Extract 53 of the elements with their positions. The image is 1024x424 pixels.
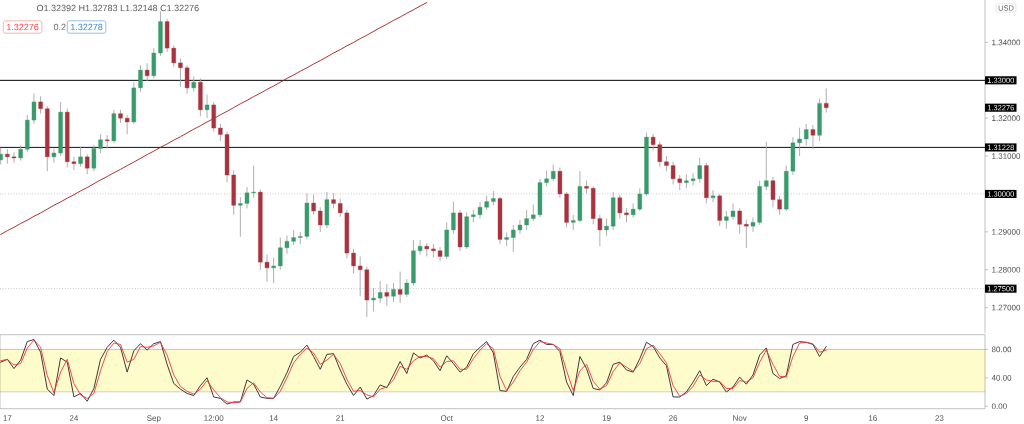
candlestick — [451, 201, 456, 235]
candlestick — [85, 153, 90, 175]
candlestick — [211, 101, 216, 132]
annotation: 0.2 — [53, 23, 66, 31]
x-tick-label: 9 — [804, 415, 809, 421]
candlestick — [318, 206, 323, 233]
y-tick-label: 1.28000 — [992, 266, 1021, 273]
x-tick-label: 24 — [69, 415, 79, 421]
candlestick — [804, 123, 809, 146]
candlestick — [377, 280, 383, 304]
y-tick-label: 1.31000 — [992, 153, 1021, 159]
x-tick-label: 14 — [269, 415, 278, 421]
y-tick-label: 1.27000 — [992, 304, 1021, 311]
x-tick-label: 21 — [336, 415, 345, 421]
annotation: 1.32278 — [71, 23, 103, 31]
candlestick — [311, 194, 316, 216]
candlestick — [138, 64, 143, 93]
x-tick-label: 12:00 — [204, 415, 224, 421]
candlestick — [144, 62, 150, 82]
annotation: 1.32276 — [7, 23, 39, 31]
x-tick-label: 19 — [602, 415, 611, 421]
y-tick-label: 1.29000 — [992, 229, 1021, 235]
candlestick — [737, 207, 742, 235]
annotation: O1.32392 H1.32783 L1.32148 C1.32276 — [36, 4, 199, 12]
x-tick-label: Nov — [733, 415, 747, 421]
x-tick-label: 23 — [935, 415, 944, 421]
candlestick — [744, 219, 749, 249]
x-tick-label: 26 — [669, 415, 678, 421]
y-tick-label: 80.00 — [991, 346, 1012, 353]
y-tick-label: 40.00 — [991, 374, 1012, 381]
candlestick — [124, 114, 130, 135]
candlestick — [371, 287, 376, 312]
y-tick-label: 1.34000 — [992, 39, 1021, 46]
candlestick — [204, 94, 210, 119]
candlestick — [384, 283, 389, 307]
x-tick-label: 17 — [3, 415, 12, 421]
x-tick-label: 16 — [868, 415, 877, 421]
candlestick — [151, 47, 156, 79]
x-tick-label: 12 — [536, 415, 544, 421]
candlestick — [105, 134, 110, 149]
x-tick-label: Sep — [147, 415, 161, 423]
candlestick — [617, 194, 623, 220]
x-tick-label: Oct — [440, 415, 453, 421]
candlestick — [397, 271, 403, 304]
candlestick — [764, 141, 769, 191]
candlestick — [810, 124, 816, 150]
y-tick-label: 0.00 — [991, 403, 1007, 410]
candlestick — [391, 282, 396, 303]
candlestick — [824, 88, 829, 114]
candlestick — [710, 189, 716, 203]
candlestick — [271, 257, 276, 284]
candlestick — [78, 146, 83, 168]
y-tick-label: 1.32000 — [992, 115, 1021, 122]
